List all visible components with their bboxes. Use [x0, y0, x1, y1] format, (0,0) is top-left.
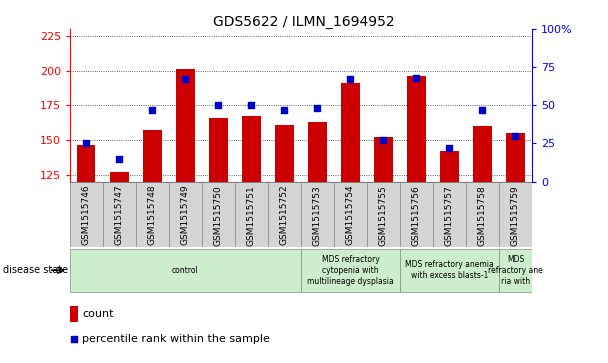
- Bar: [474, 126, 491, 182]
- Bar: [466, 182, 499, 247]
- Bar: [341, 83, 359, 182]
- Bar: [400, 249, 499, 292]
- Bar: [506, 133, 525, 182]
- Point: [345, 77, 355, 82]
- Text: MDS refractory
cytopenia with
multilineage dysplasia: MDS refractory cytopenia with multilinea…: [307, 255, 394, 286]
- Text: MDS refractory anemia
with excess blasts-1: MDS refractory anemia with excess blasts…: [405, 260, 494, 281]
- Text: count: count: [82, 309, 114, 319]
- Text: disease state: disease state: [3, 265, 68, 276]
- Point: [412, 75, 421, 81]
- Point: [213, 102, 223, 108]
- Bar: [143, 130, 162, 182]
- Point: [379, 138, 389, 143]
- Point: [181, 77, 190, 82]
- Text: GSM1515755: GSM1515755: [379, 185, 388, 245]
- Bar: [433, 182, 466, 247]
- Text: GSM1515759: GSM1515759: [511, 185, 520, 245]
- Bar: [110, 172, 128, 182]
- Bar: [367, 182, 400, 247]
- Text: GSM1515748: GSM1515748: [148, 185, 157, 245]
- Point: [313, 105, 322, 111]
- Text: GSM1515749: GSM1515749: [181, 185, 190, 245]
- Point: [148, 107, 157, 113]
- Bar: [70, 249, 301, 292]
- Text: GSM1515754: GSM1515754: [346, 185, 355, 245]
- Bar: [202, 182, 235, 247]
- Bar: [243, 117, 260, 182]
- Bar: [334, 182, 367, 247]
- Text: GSM1515750: GSM1515750: [214, 185, 223, 245]
- Bar: [70, 306, 77, 322]
- Text: GSM1515756: GSM1515756: [412, 185, 421, 245]
- Point: [114, 156, 124, 162]
- Text: GSM1515757: GSM1515757: [445, 185, 454, 245]
- Text: GSM1515752: GSM1515752: [280, 185, 289, 245]
- Text: GDS5622 / ILMN_1694952: GDS5622 / ILMN_1694952: [213, 15, 395, 29]
- Bar: [268, 182, 301, 247]
- Bar: [209, 118, 227, 182]
- Text: GSM1515747: GSM1515747: [115, 185, 124, 245]
- Bar: [499, 182, 532, 247]
- Bar: [301, 182, 334, 247]
- Text: percentile rank within the sample: percentile rank within the sample: [82, 334, 270, 344]
- Point: [444, 145, 454, 151]
- Bar: [136, 182, 169, 247]
- Bar: [77, 146, 95, 182]
- Text: MDS
refractory ane
ria with: MDS refractory ane ria with: [488, 255, 543, 286]
- Bar: [499, 249, 532, 292]
- Bar: [103, 182, 136, 247]
- Point: [511, 133, 520, 139]
- Bar: [400, 182, 433, 247]
- Bar: [169, 182, 202, 247]
- Bar: [301, 249, 400, 292]
- Text: control: control: [172, 266, 199, 275]
- Bar: [176, 69, 195, 182]
- Point: [81, 140, 91, 146]
- Point: [280, 107, 289, 113]
- Bar: [275, 125, 294, 182]
- Text: GSM1515758: GSM1515758: [478, 185, 487, 245]
- Bar: [70, 182, 103, 247]
- Text: GSM1515753: GSM1515753: [313, 185, 322, 245]
- Text: GSM1515751: GSM1515751: [247, 185, 256, 245]
- Bar: [375, 137, 393, 182]
- Bar: [308, 122, 326, 182]
- Bar: [407, 76, 426, 182]
- Point: [69, 337, 78, 342]
- Bar: [235, 182, 268, 247]
- Bar: [440, 151, 458, 182]
- Text: GSM1515746: GSM1515746: [82, 185, 91, 245]
- Point: [478, 107, 488, 113]
- Point: [247, 102, 257, 108]
